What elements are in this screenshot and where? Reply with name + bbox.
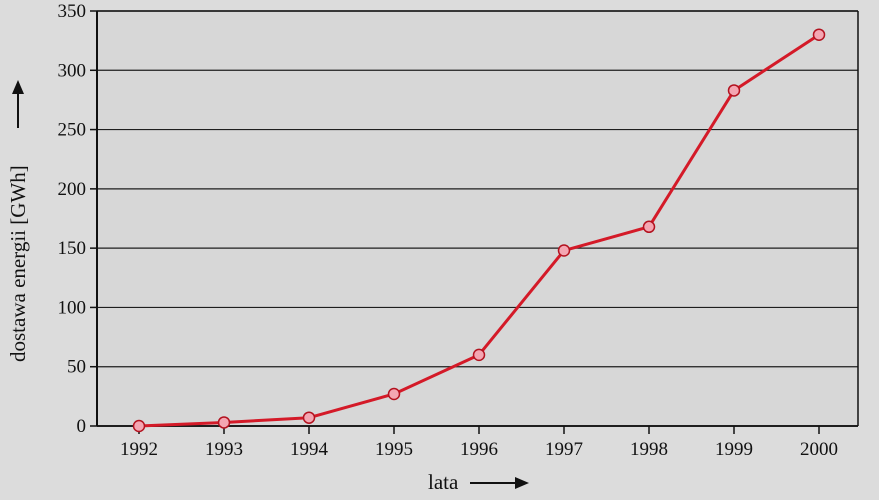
y-tick-label: 150: [58, 238, 87, 259]
data-point: [727, 84, 741, 97]
data-point: [642, 220, 656, 234]
tick-labels: 0 50 100 150 200 250 300 350 1992 1993 1994 1995 199…: [58, 1, 839, 460]
x-tick-label: 1995: [375, 439, 413, 460]
data-point: [132, 419, 146, 433]
data-point: [217, 416, 231, 429]
y-tick-label: 200: [58, 179, 87, 200]
x-tick-label: 1993: [205, 439, 243, 460]
y-tick-label: 250: [58, 120, 87, 141]
x-tick-label: 1998: [630, 439, 668, 460]
y-axis-arrow-icon: [12, 80, 24, 128]
x-axis-title: lata: [428, 470, 459, 494]
x-tick-label: 2000: [800, 439, 838, 460]
gridlines: [97, 10, 858, 427]
x-axis-arrow-icon: [470, 477, 529, 489]
data-point: [472, 348, 486, 362]
x-tick-label: 1992: [120, 439, 158, 460]
x-tick-label: 1997: [545, 439, 583, 460]
y-tick-label: 350: [58, 1, 87, 22]
data-points: [132, 28, 826, 433]
data-point: [387, 387, 401, 401]
plot-area: [97, 11, 858, 426]
data-point: [812, 28, 826, 41]
y-axis-title: dostawa energii [GWh]: [6, 165, 30, 362]
x-tick-label: 1994: [290, 439, 329, 460]
y-tick-label: 100: [58, 297, 87, 318]
axes: [96, 10, 859, 426]
x-tick-label: 1999: [715, 439, 753, 460]
x-tick-label: 1996: [460, 439, 498, 460]
y-tick-label: 50: [67, 357, 86, 378]
data-point: [557, 244, 571, 257]
data-point: [302, 411, 316, 424]
y-tick-label: 0: [77, 416, 87, 437]
y-tick-label: 300: [58, 60, 87, 81]
